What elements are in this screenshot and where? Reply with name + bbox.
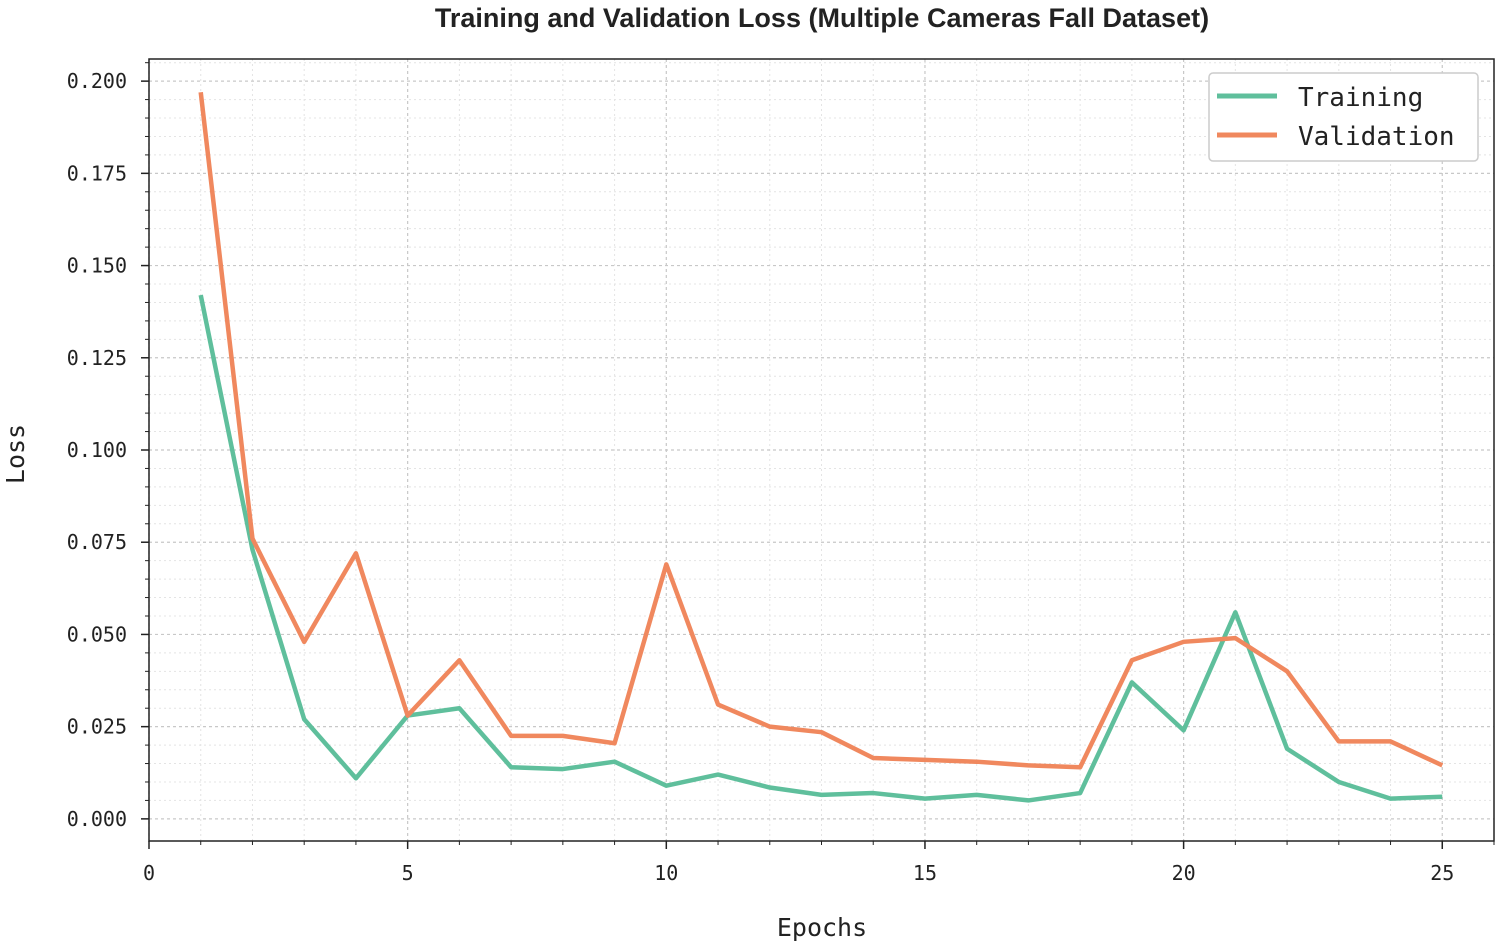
x-tick-label: 0 [143, 861, 155, 885]
y-tick-label: 0.150 [67, 254, 127, 278]
x-tick-label: 15 [913, 861, 937, 885]
series-line-validation [198, 91, 1444, 770]
y-axis-label: Loss [1, 424, 30, 484]
legend-training-label: Training [1298, 83, 1423, 113]
x-tick-label: 5 [402, 861, 414, 885]
y-tick-label: 0.125 [67, 346, 127, 370]
y-tick-label: 0.175 [67, 161, 127, 185]
chart-title: Training and Validation Loss (Multiple C… [435, 3, 1209, 33]
x-tick-label: 20 [1172, 861, 1196, 885]
axis-ticks: 0 5 10 15 20 25 0.000 0.025 0.050 0.075 0.100 0.125… [67, 62, 1495, 885]
legend: Training Validation [1208, 72, 1479, 162]
legend-validation-label: Validation [1298, 122, 1455, 152]
y-tick-label: 0.000 [67, 807, 127, 831]
grid [148, 59, 1495, 841]
x-tick-label: 25 [1430, 861, 1454, 885]
x-tick-label: 10 [654, 861, 678, 885]
y-tick-label: 0.075 [67, 530, 127, 554]
series-lines [198, 91, 1444, 803]
y-tick-label: 0.050 [67, 622, 127, 646]
y-tick-label: 0.100 [67, 438, 127, 462]
y-tick-label: 0.200 [67, 69, 127, 93]
x-axis-label: Epochs [777, 913, 867, 942]
y-tick-label: 0.025 [67, 715, 127, 739]
